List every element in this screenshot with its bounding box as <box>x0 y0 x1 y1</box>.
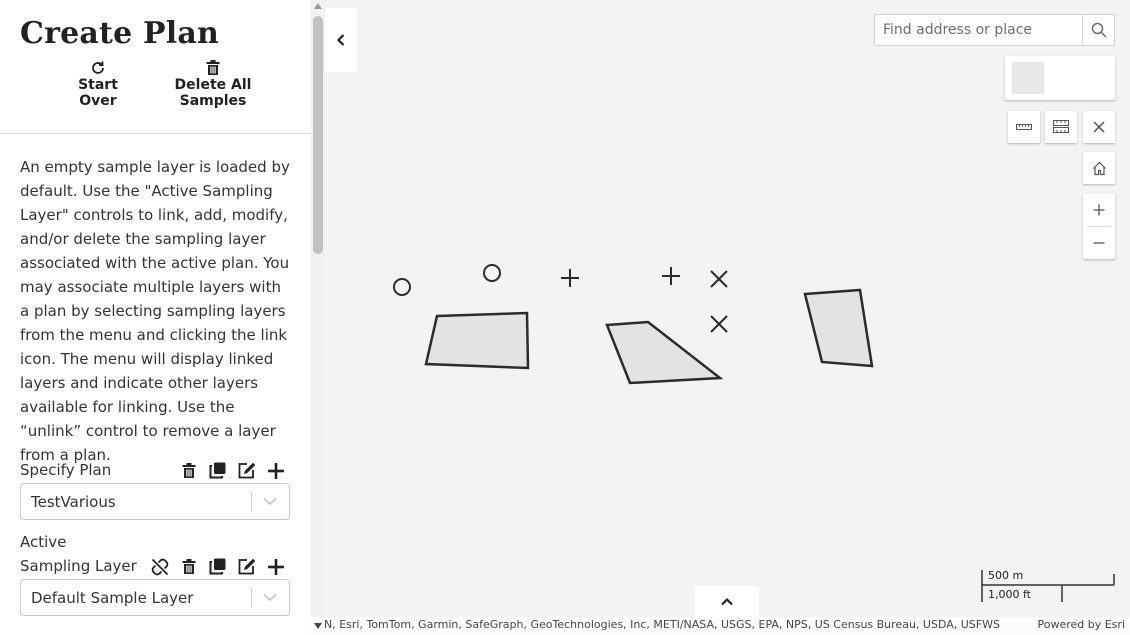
unlink-icon <box>151 558 168 575</box>
zoom-control <box>1083 194 1115 259</box>
scrollbar-thumb[interactable] <box>313 16 323 254</box>
unlink-layer-button[interactable] <box>149 556 170 577</box>
sample-polygon <box>803 288 874 368</box>
plus-icon <box>267 558 284 575</box>
sample-polygon <box>424 311 530 370</box>
trash-icon <box>182 558 195 574</box>
ruler-icon <box>1016 124 1032 130</box>
sample-polygon <box>605 320 724 385</box>
zoom-in-button[interactable] <box>1083 194 1115 226</box>
search-input[interactable] <box>875 15 1083 45</box>
sample-point-x <box>710 270 728 288</box>
zoom-separator <box>1087 226 1111 227</box>
trash-icon <box>182 462 195 478</box>
delete-layer-button[interactable] <box>178 556 199 577</box>
attribution-credits: N, Esri, TomTom, Garmin, SafeGraph, GeoT… <box>324 618 1000 631</box>
active-sampling-layer-select[interactable]: Default Sample Layer <box>20 579 290 616</box>
chevron-down-icon <box>263 497 277 506</box>
panel-content: Create Plan Start Over Delete <box>0 0 311 635</box>
start-over-label-1: Start <box>78 77 118 93</box>
clone-plan-button[interactable] <box>207 460 228 481</box>
measure-distance-button[interactable] <box>1008 111 1040 143</box>
refresh-icon <box>92 61 104 74</box>
specify-plan-label: Specify Plan <box>20 461 112 479</box>
chevron-down-icon <box>263 593 277 602</box>
close-icon <box>1093 121 1105 133</box>
active-sampling-layer-label-1: Active <box>20 533 67 551</box>
basemap-toggle[interactable] <box>1005 56 1115 100</box>
active-layer-value: Default Sample Layer <box>31 589 194 607</box>
scroll-up-arrow[interactable] <box>314 3 322 9</box>
home-button[interactable] <box>1083 152 1115 184</box>
create-plan-panel: Create Plan Start Over Delete <box>0 0 325 635</box>
map-attribution[interactable]: N, Esri, TomTom, Garmin, SafeGraph, GeoT… <box>311 617 1130 635</box>
attribution-toggle-icon[interactable] <box>314 623 322 629</box>
specify-plan-value: TestVarious <box>31 493 116 511</box>
chevron-up-icon <box>721 597 733 606</box>
basemap-thumbnail <box>1012 62 1044 94</box>
delete-all-label-2: Samples <box>179 93 247 109</box>
minus-icon <box>1093 242 1105 244</box>
scale-bar-lines <box>981 570 1115 602</box>
clone-layer-button[interactable] <box>207 556 228 577</box>
scale-imperial: 1,000 ft <box>988 588 1031 601</box>
collapse-panel-button[interactable] <box>325 8 357 72</box>
powered-by-esri[interactable]: Powered by Esri <box>1037 618 1125 631</box>
sample-point-plus <box>662 267 680 285</box>
measure-area-button[interactable] <box>1045 111 1077 143</box>
start-over-button[interactable]: Start Over <box>72 60 124 109</box>
search-icon <box>1091 22 1107 38</box>
plan-actions <box>178 460 286 481</box>
sample-point-circle <box>393 278 411 296</box>
home-icon <box>1092 161 1106 175</box>
page-title: Create Plan <box>20 16 220 51</box>
delete-all-samples-button[interactable]: Delete All Samples <box>168 60 258 109</box>
sample-point-plus <box>561 269 579 287</box>
divider <box>0 133 311 134</box>
close-measure-button[interactable] <box>1083 111 1115 143</box>
start-over-label-2: Over <box>79 93 117 109</box>
search-button[interactable] <box>1082 15 1114 45</box>
chevron-left-icon <box>336 34 345 46</box>
plan-description: An empty sample layer is loaded by defau… <box>20 158 290 464</box>
copy-icon <box>209 462 226 479</box>
specify-plan-select[interactable]: TestVarious <box>20 483 290 520</box>
zoom-out-button[interactable] <box>1083 227 1115 259</box>
edit-plan-button[interactable] <box>236 460 257 481</box>
layer-actions <box>149 556 286 577</box>
add-layer-button[interactable] <box>265 556 286 577</box>
expand-table-button[interactable] <box>695 586 759 618</box>
select-separator <box>251 588 252 608</box>
edit-layer-button[interactable] <box>236 556 257 577</box>
panel-scrollbar[interactable] <box>311 0 325 635</box>
area-measure-icon <box>1053 120 1069 133</box>
plus-icon <box>1093 204 1105 216</box>
delete-plan-button[interactable] <box>178 460 199 481</box>
sample-point-x <box>710 315 728 333</box>
trash-icon <box>206 60 220 75</box>
map-graphics <box>393 264 874 385</box>
edit-icon <box>238 558 255 575</box>
select-separator <box>251 492 252 512</box>
copy-icon <box>209 558 226 575</box>
plus-icon <box>267 462 284 479</box>
active-sampling-layer-label-2: Sampling Layer <box>20 557 137 575</box>
search-widget <box>874 14 1115 46</box>
map-view[interactable] <box>325 0 1130 635</box>
delete-all-label-1: Delete All <box>174 77 252 93</box>
scale-metric: 500 m <box>988 569 1024 582</box>
sample-point-circle <box>483 264 501 282</box>
add-plan-button[interactable] <box>265 460 286 481</box>
edit-icon <box>238 462 255 479</box>
scale-bar: 500 m 1,000 ft <box>980 568 1120 604</box>
